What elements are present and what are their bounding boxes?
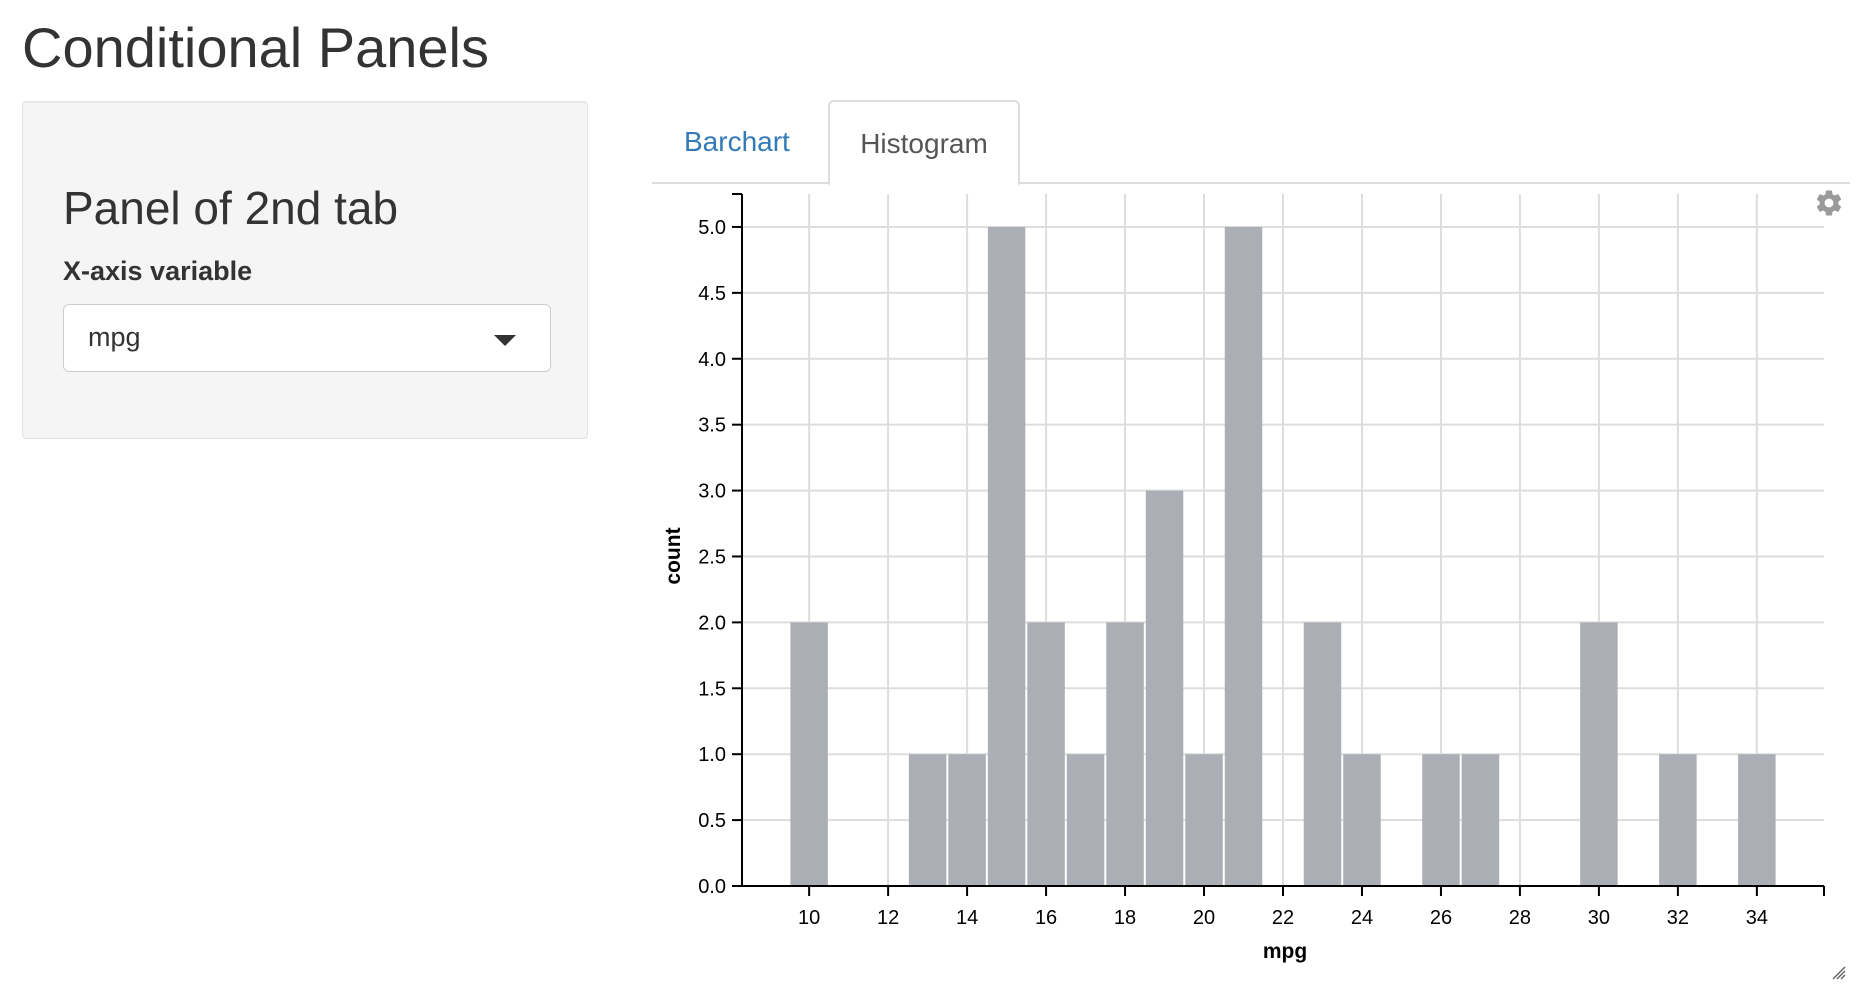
y-tick-label: 0.5 (698, 810, 726, 832)
histogram-bar (1659, 754, 1697, 886)
histogram-bar (1461, 754, 1500, 886)
x-tick-label: 26 (1430, 907, 1452, 929)
tab-bar: Barchart Histogram (652, 100, 1850, 186)
y-axis-title: count (662, 527, 685, 584)
y-tick-label: 1.0 (698, 744, 726, 766)
x-tick-label: 14 (956, 907, 978, 929)
histogram-bar (1343, 754, 1381, 886)
y-tick-label: 3.5 (698, 415, 726, 437)
x-tick-label: 12 (877, 907, 899, 929)
histogram-bar (1066, 754, 1105, 886)
sidebar-panel: Panel of 2nd tab X-axis variable mpg (22, 101, 588, 439)
x-tick-label: 28 (1509, 907, 1531, 929)
y-tick-label: 2.5 (698, 546, 726, 568)
histogram-bar (1422, 754, 1460, 886)
x-axis-variable-select[interactable]: mpg (63, 304, 551, 372)
histogram-bar (987, 226, 1026, 886)
tab-barchart[interactable]: Barchart (684, 126, 790, 157)
x-tick-label: 34 (1746, 907, 1768, 929)
y-tick-label: 2.0 (698, 612, 726, 634)
histogram-bar (908, 754, 947, 886)
x-axis-variable-selected-value: mpg (88, 322, 141, 352)
x-tick-label: 10 (798, 907, 820, 929)
x-axis-variable-label: X-axis variable (63, 256, 253, 286)
histogram-bar (1106, 622, 1144, 886)
histogram-chart: 0.0 0.5 1.0 1.5 2.0 2.5 3.0 3.5 4.0 4.5 5.0 10 12 14 1… (662, 193, 1825, 963)
y-tick-label: 4.0 (698, 349, 726, 371)
x-tick-label: 20 (1193, 907, 1215, 929)
histogram-bar (1580, 622, 1618, 886)
page-title: Conditional Panels (22, 16, 489, 79)
x-tick-label: 18 (1114, 907, 1136, 929)
caret-down-icon (494, 335, 516, 346)
resize-handle-icon[interactable] (1830, 964, 1846, 980)
x-tick-label: 24 (1351, 907, 1373, 929)
y-tick-label: 5.0 (698, 217, 726, 239)
histogram-bar (948, 754, 986, 886)
tab-histogram[interactable]: Histogram (828, 100, 1020, 186)
bars-layer (790, 226, 1776, 886)
y-tick-label: 3.0 (698, 481, 726, 503)
histogram-bar (1738, 754, 1776, 886)
x-tick-label: 16 (1035, 907, 1057, 929)
y-tick-label: 4.5 (698, 283, 726, 305)
axes-layer: 0.0 0.5 1.0 1.5 2.0 2.5 3.0 3.5 4.0 4.5 5.0 10 12 14 1… (698, 193, 1825, 929)
histogram-bar (1224, 226, 1263, 886)
y-tick-label: 0.0 (698, 876, 726, 898)
gear-icon[interactable] (1814, 188, 1844, 218)
histogram-bar (1303, 622, 1342, 886)
x-tick-label: 32 (1667, 907, 1689, 929)
histogram-bar (1027, 622, 1065, 886)
x-tick-label: 30 (1588, 907, 1610, 929)
x-axis-title: mpg (1263, 940, 1307, 963)
histogram-bar (1145, 490, 1184, 886)
panel-heading: Panel of 2nd tab (63, 182, 399, 234)
histogram-bar (1185, 754, 1223, 886)
y-tick-label: 1.5 (698, 678, 726, 700)
histogram-bar (790, 622, 828, 886)
x-tick-label: 22 (1272, 907, 1294, 929)
